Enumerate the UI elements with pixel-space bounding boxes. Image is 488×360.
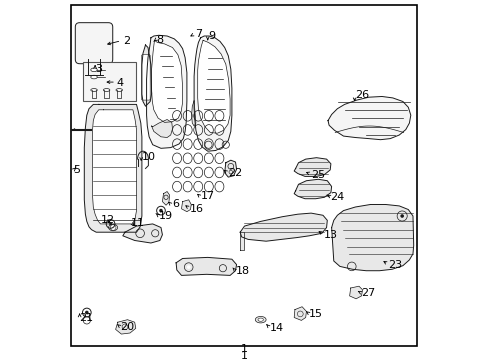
Text: 17: 17 [201, 191, 215, 201]
Polygon shape [191, 101, 196, 126]
Polygon shape [176, 257, 236, 275]
Text: 8: 8 [156, 35, 163, 45]
Polygon shape [294, 158, 330, 176]
Polygon shape [294, 179, 331, 199]
Polygon shape [349, 286, 362, 299]
Ellipse shape [255, 316, 265, 323]
Text: 6: 6 [171, 199, 179, 210]
FancyBboxPatch shape [141, 55, 150, 100]
Text: 1: 1 [241, 343, 247, 354]
Text: 24: 24 [329, 192, 344, 202]
Text: 25: 25 [310, 170, 325, 180]
Text: 9: 9 [207, 31, 214, 41]
Ellipse shape [91, 89, 97, 91]
Circle shape [400, 214, 403, 218]
Text: 20: 20 [120, 322, 134, 332]
Text: 4: 4 [117, 78, 123, 88]
Text: 18: 18 [235, 266, 249, 276]
Polygon shape [115, 320, 136, 334]
Ellipse shape [108, 224, 117, 231]
Text: 26: 26 [355, 90, 369, 100]
Text: 22: 22 [228, 168, 242, 178]
Polygon shape [151, 40, 182, 122]
Polygon shape [240, 232, 244, 250]
Polygon shape [162, 192, 169, 205]
Circle shape [159, 209, 163, 212]
Polygon shape [92, 110, 136, 224]
Text: 10: 10 [142, 152, 156, 162]
Polygon shape [151, 120, 172, 138]
Text: 7: 7 [194, 29, 202, 39]
Text: 1: 1 [241, 351, 247, 360]
Polygon shape [181, 200, 191, 212]
Text: 12: 12 [101, 215, 114, 225]
Text: 11: 11 [131, 218, 145, 228]
Text: 19: 19 [159, 211, 173, 221]
Polygon shape [197, 40, 230, 133]
Ellipse shape [258, 318, 263, 321]
Polygon shape [84, 104, 142, 232]
Polygon shape [224, 160, 236, 177]
Text: 3: 3 [95, 64, 102, 74]
Text: 13: 13 [323, 230, 337, 240]
Polygon shape [146, 35, 186, 148]
Circle shape [85, 311, 88, 314]
Bar [83, 62, 136, 101]
Text: 16: 16 [189, 204, 203, 214]
Ellipse shape [91, 68, 97, 72]
Circle shape [109, 222, 112, 225]
Polygon shape [294, 307, 306, 320]
Text: 21: 21 [80, 312, 94, 323]
Ellipse shape [91, 75, 97, 79]
Text: 5: 5 [73, 165, 81, 175]
Ellipse shape [103, 89, 110, 91]
Polygon shape [240, 213, 326, 241]
FancyBboxPatch shape [75, 23, 113, 64]
Polygon shape [122, 224, 162, 243]
Text: 15: 15 [309, 309, 323, 319]
Text: 27: 27 [361, 288, 375, 298]
Polygon shape [327, 96, 410, 140]
Text: 2: 2 [122, 36, 130, 46]
Ellipse shape [116, 89, 122, 91]
Text: 23: 23 [387, 260, 402, 270]
Circle shape [186, 265, 190, 269]
Polygon shape [331, 204, 413, 271]
Polygon shape [142, 45, 151, 106]
Polygon shape [194, 36, 231, 151]
Text: 14: 14 [269, 323, 283, 333]
